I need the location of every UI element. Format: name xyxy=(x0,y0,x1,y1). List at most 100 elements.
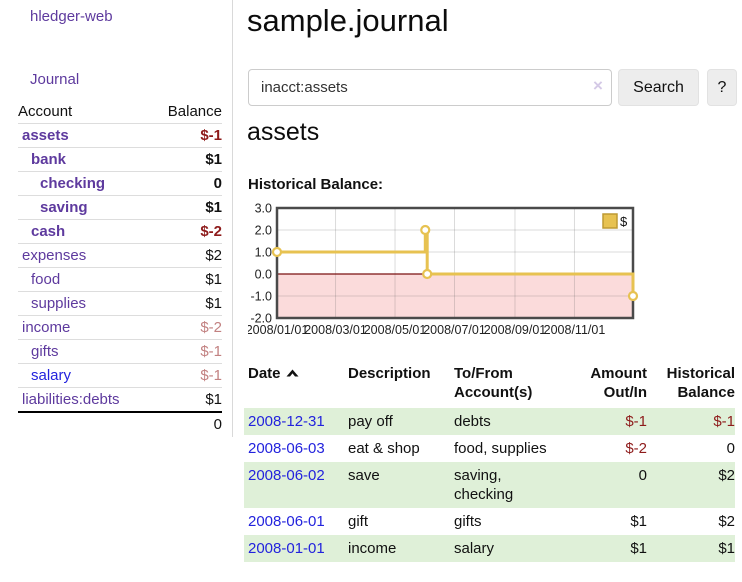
account-link[interactable]: checking xyxy=(40,175,106,192)
historical-balance-chart: $3.0 2.0 1.0 0.0 -1.0 -2.02008/01/012008/03/0… xyxy=(248,202,639,337)
register-accounts-cell: food, supplies xyxy=(454,440,547,457)
y-tick-label: 2.0 xyxy=(255,224,272,238)
account-balance: $1 xyxy=(150,267,222,292)
account-row: cash $-2 xyxy=(18,219,222,244)
account-link[interactable]: bank xyxy=(31,151,67,168)
account-row: expenses $2 xyxy=(18,243,222,268)
register-date-link[interactable]: 2008-06-02 xyxy=(248,467,325,484)
x-tick-label: 2008/11/01 xyxy=(544,323,606,337)
register-amount-cell: $1 xyxy=(630,513,647,530)
register-description-cell: gift xyxy=(348,513,369,530)
register-table: Date Description To/From Account(s) Amou… xyxy=(244,362,735,562)
account-link[interactable]: supplies xyxy=(31,295,87,312)
y-tick-label: 0.0 xyxy=(255,268,272,282)
account-balance: $-1 xyxy=(150,363,222,388)
account-row: liabilities:debts $1 xyxy=(18,387,222,412)
legend-swatch xyxy=(602,213,618,229)
help-button[interactable]: ? xyxy=(707,69,737,106)
register-date-link[interactable]: 2008-06-01 xyxy=(248,513,325,530)
accounts-header-account: Account xyxy=(18,103,73,120)
account-balance: 0 xyxy=(150,171,222,196)
register-accounts-cell: debts xyxy=(454,413,491,430)
register-header-date[interactable]: Date xyxy=(244,362,344,408)
register-description-cell: save xyxy=(348,467,380,484)
account-link[interactable]: income xyxy=(22,319,71,336)
register-header-balance: Historical Balance xyxy=(666,365,735,401)
register-description-cell: income xyxy=(348,540,397,557)
account-row: bank $1 xyxy=(18,147,222,172)
account-balance: $2 xyxy=(150,243,222,268)
register-date-cell: 2008-06-03 xyxy=(244,435,344,462)
search-input[interactable] xyxy=(248,69,612,106)
account-row: saving $1 xyxy=(18,195,222,220)
register-accounts-cell: salary xyxy=(454,540,495,557)
accounts-total-row: 0 xyxy=(18,411,222,436)
register-date-link[interactable]: 2008-06-03 xyxy=(248,440,325,457)
chart-title: Historical Balance: xyxy=(248,176,384,193)
account-balance: $-1 xyxy=(150,123,222,148)
negative-region xyxy=(277,274,633,318)
register-description-cell: pay off xyxy=(348,413,393,430)
register-rows: 2008-12-31 pay off debts $-1 $-1 2008-06-03 ea… xyxy=(244,408,735,562)
register-balance-cell: $1 xyxy=(718,540,735,557)
account-balance: $-2 xyxy=(150,219,222,244)
register-header-accounts: To/From Account(s) xyxy=(454,365,533,401)
register-date-cell: 2008-12-31 xyxy=(244,408,344,435)
y-tick-label: 1.0 xyxy=(255,246,272,260)
y-tick-label: 3.0 xyxy=(255,202,272,216)
register-row: 2008-12-31 pay off debts $-1 $-1 xyxy=(244,408,735,435)
account-row: food $1 xyxy=(18,267,222,292)
accounts-header-balance: Balance xyxy=(167,103,222,120)
account-link[interactable]: food xyxy=(31,271,61,288)
register-amount-cell: $-2 xyxy=(625,440,647,457)
x-tick-label: 2008/09/01 xyxy=(484,323,547,337)
account-row: checking 0 xyxy=(18,171,222,196)
account-link[interactable]: expenses xyxy=(22,247,87,264)
x-tick-label: 2008/03/01 xyxy=(304,323,367,337)
register-date-link[interactable]: 2008-01-01 xyxy=(248,540,325,557)
search-button[interactable]: Search xyxy=(618,69,699,106)
brand-link[interactable]: hledger-web xyxy=(30,8,113,25)
account-link[interactable]: saving xyxy=(40,199,88,216)
register-date-cell: 2008-01-01 xyxy=(244,535,344,562)
plot-frame xyxy=(275,206,635,320)
register-header-amount: Amount Out/In xyxy=(590,365,647,401)
account-row: gifts $-1 xyxy=(18,339,222,364)
register-header-row: Date Description To/From Account(s) Amou… xyxy=(244,362,735,408)
account-link[interactable]: salary xyxy=(31,367,72,384)
x-tick-label: 2008/05/01 xyxy=(364,323,427,337)
register-amount-cell: $1 xyxy=(630,540,647,557)
accounts-total-value: 0 xyxy=(150,411,222,436)
sidebar-divider xyxy=(232,0,233,437)
y-tick-label: -2.0 xyxy=(250,312,272,326)
account-row: supplies $1 xyxy=(18,291,222,316)
legend-label: $ xyxy=(620,214,628,229)
register-balance-cell: $2 xyxy=(718,513,735,530)
accounts-rows: assets $-1 bank $1 checking 0 saving $1 cash $-2 e… xyxy=(18,123,222,412)
account-link[interactable]: assets xyxy=(22,127,69,144)
register-date-cell: 2008-06-02 xyxy=(244,462,344,508)
account-row: income $-2 xyxy=(18,315,222,340)
register-balance-cell: $-1 xyxy=(713,413,735,430)
register-amount-cell: 0 xyxy=(638,467,647,484)
y-tick-label: -1.0 xyxy=(250,290,272,304)
register-date-cell: 2008-06-01 xyxy=(244,508,344,535)
register-accounts-cell: saving, checking xyxy=(454,467,514,503)
account-balance: $1 xyxy=(150,291,222,316)
x-tick-label: 2008/07/01 xyxy=(423,323,486,337)
clear-search-icon[interactable]: × xyxy=(593,76,603,95)
account-link[interactable]: gifts xyxy=(31,343,59,360)
account-balance: $1 xyxy=(150,387,222,412)
x-tick-label: 2008/01/01 xyxy=(248,323,308,337)
register-date-link[interactable]: 2008-12-31 xyxy=(248,413,325,430)
data-point-marker xyxy=(271,246,283,258)
sidebar-item-journal[interactable]: Journal xyxy=(30,71,80,88)
account-balance: $1 xyxy=(150,195,222,220)
register-balance-cell: 0 xyxy=(726,440,735,457)
register-row: 2008-06-03 eat & shop food, supplies $-2 0 xyxy=(244,435,735,462)
account-link[interactable]: liabilities:debts xyxy=(22,391,120,408)
register-accounts-cell: gifts xyxy=(454,513,482,530)
account-link[interactable]: cash xyxy=(31,223,66,240)
accounts-header-row: Account Balance xyxy=(18,100,222,124)
register-description-cell: eat & shop xyxy=(348,440,420,457)
